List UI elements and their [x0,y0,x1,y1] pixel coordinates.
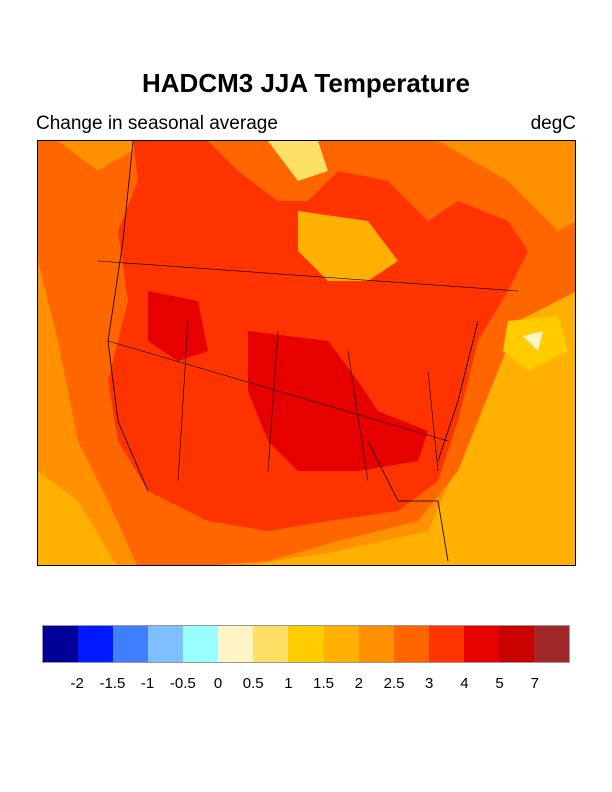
colorbar-box [498,626,534,662]
contour-1-arctic [268,141,328,181]
colorbar-tick-label: 0 [213,675,223,692]
colorbar-box [183,626,219,662]
colorbar [42,625,570,663]
colorbar-tick-label: 0.5 [242,675,264,692]
colorbar-box [218,626,254,662]
colorbar-tick-label: 2.5 [383,675,405,692]
colorbar-box [43,626,79,662]
colorbar-tick-label: 1 [284,675,293,692]
contour-5-central [248,331,428,471]
colorbar-box [78,626,114,662]
boundaries [97,260,519,482]
contour-0.5-atlantic [523,331,543,351]
colorbar-box [148,626,184,662]
colorbar-tick-label: -1.5 [99,675,126,692]
coastline [107,141,479,562]
colorbar-tick-label: 3 [425,675,434,692]
units-label: degC [530,113,576,134]
colorbar-box [393,626,429,662]
colorbar-box [253,626,289,662]
colorbar-tick-label: 4 [460,675,469,692]
colorbar-tick-label: -0.5 [169,675,196,692]
colorbar-box [358,626,394,662]
colorbar-box [463,626,499,662]
colorbar-tick-label: 2 [354,675,363,692]
colorbar-tick-label: 7 [530,675,539,692]
temperature-map [37,140,576,566]
colorbar-box [533,626,569,662]
colorbar-box [113,626,149,662]
colorbar-box [323,626,359,662]
colorbar-box [428,626,464,662]
colorbar-tick-label: 1.5 [313,675,335,692]
subtitle-left: Change in seasonal average [36,113,278,134]
plot-title: HADCM3 JJA Temperature [142,68,470,98]
colorbar-tick-label: -2 [70,675,84,692]
colorbar-tick-label: -1 [140,675,155,692]
map-contours [38,141,575,565]
contour-2-hudson [298,211,398,281]
contour-5-west [148,291,208,361]
colorbar-box [288,626,324,662]
colorbar-ticks: -2 -1.5 -1 -0.5 0 0.5 1 1.5 2 2.5 3 4 5 7 [0,675,612,695]
colorbar-tick-label: 5 [495,675,504,692]
